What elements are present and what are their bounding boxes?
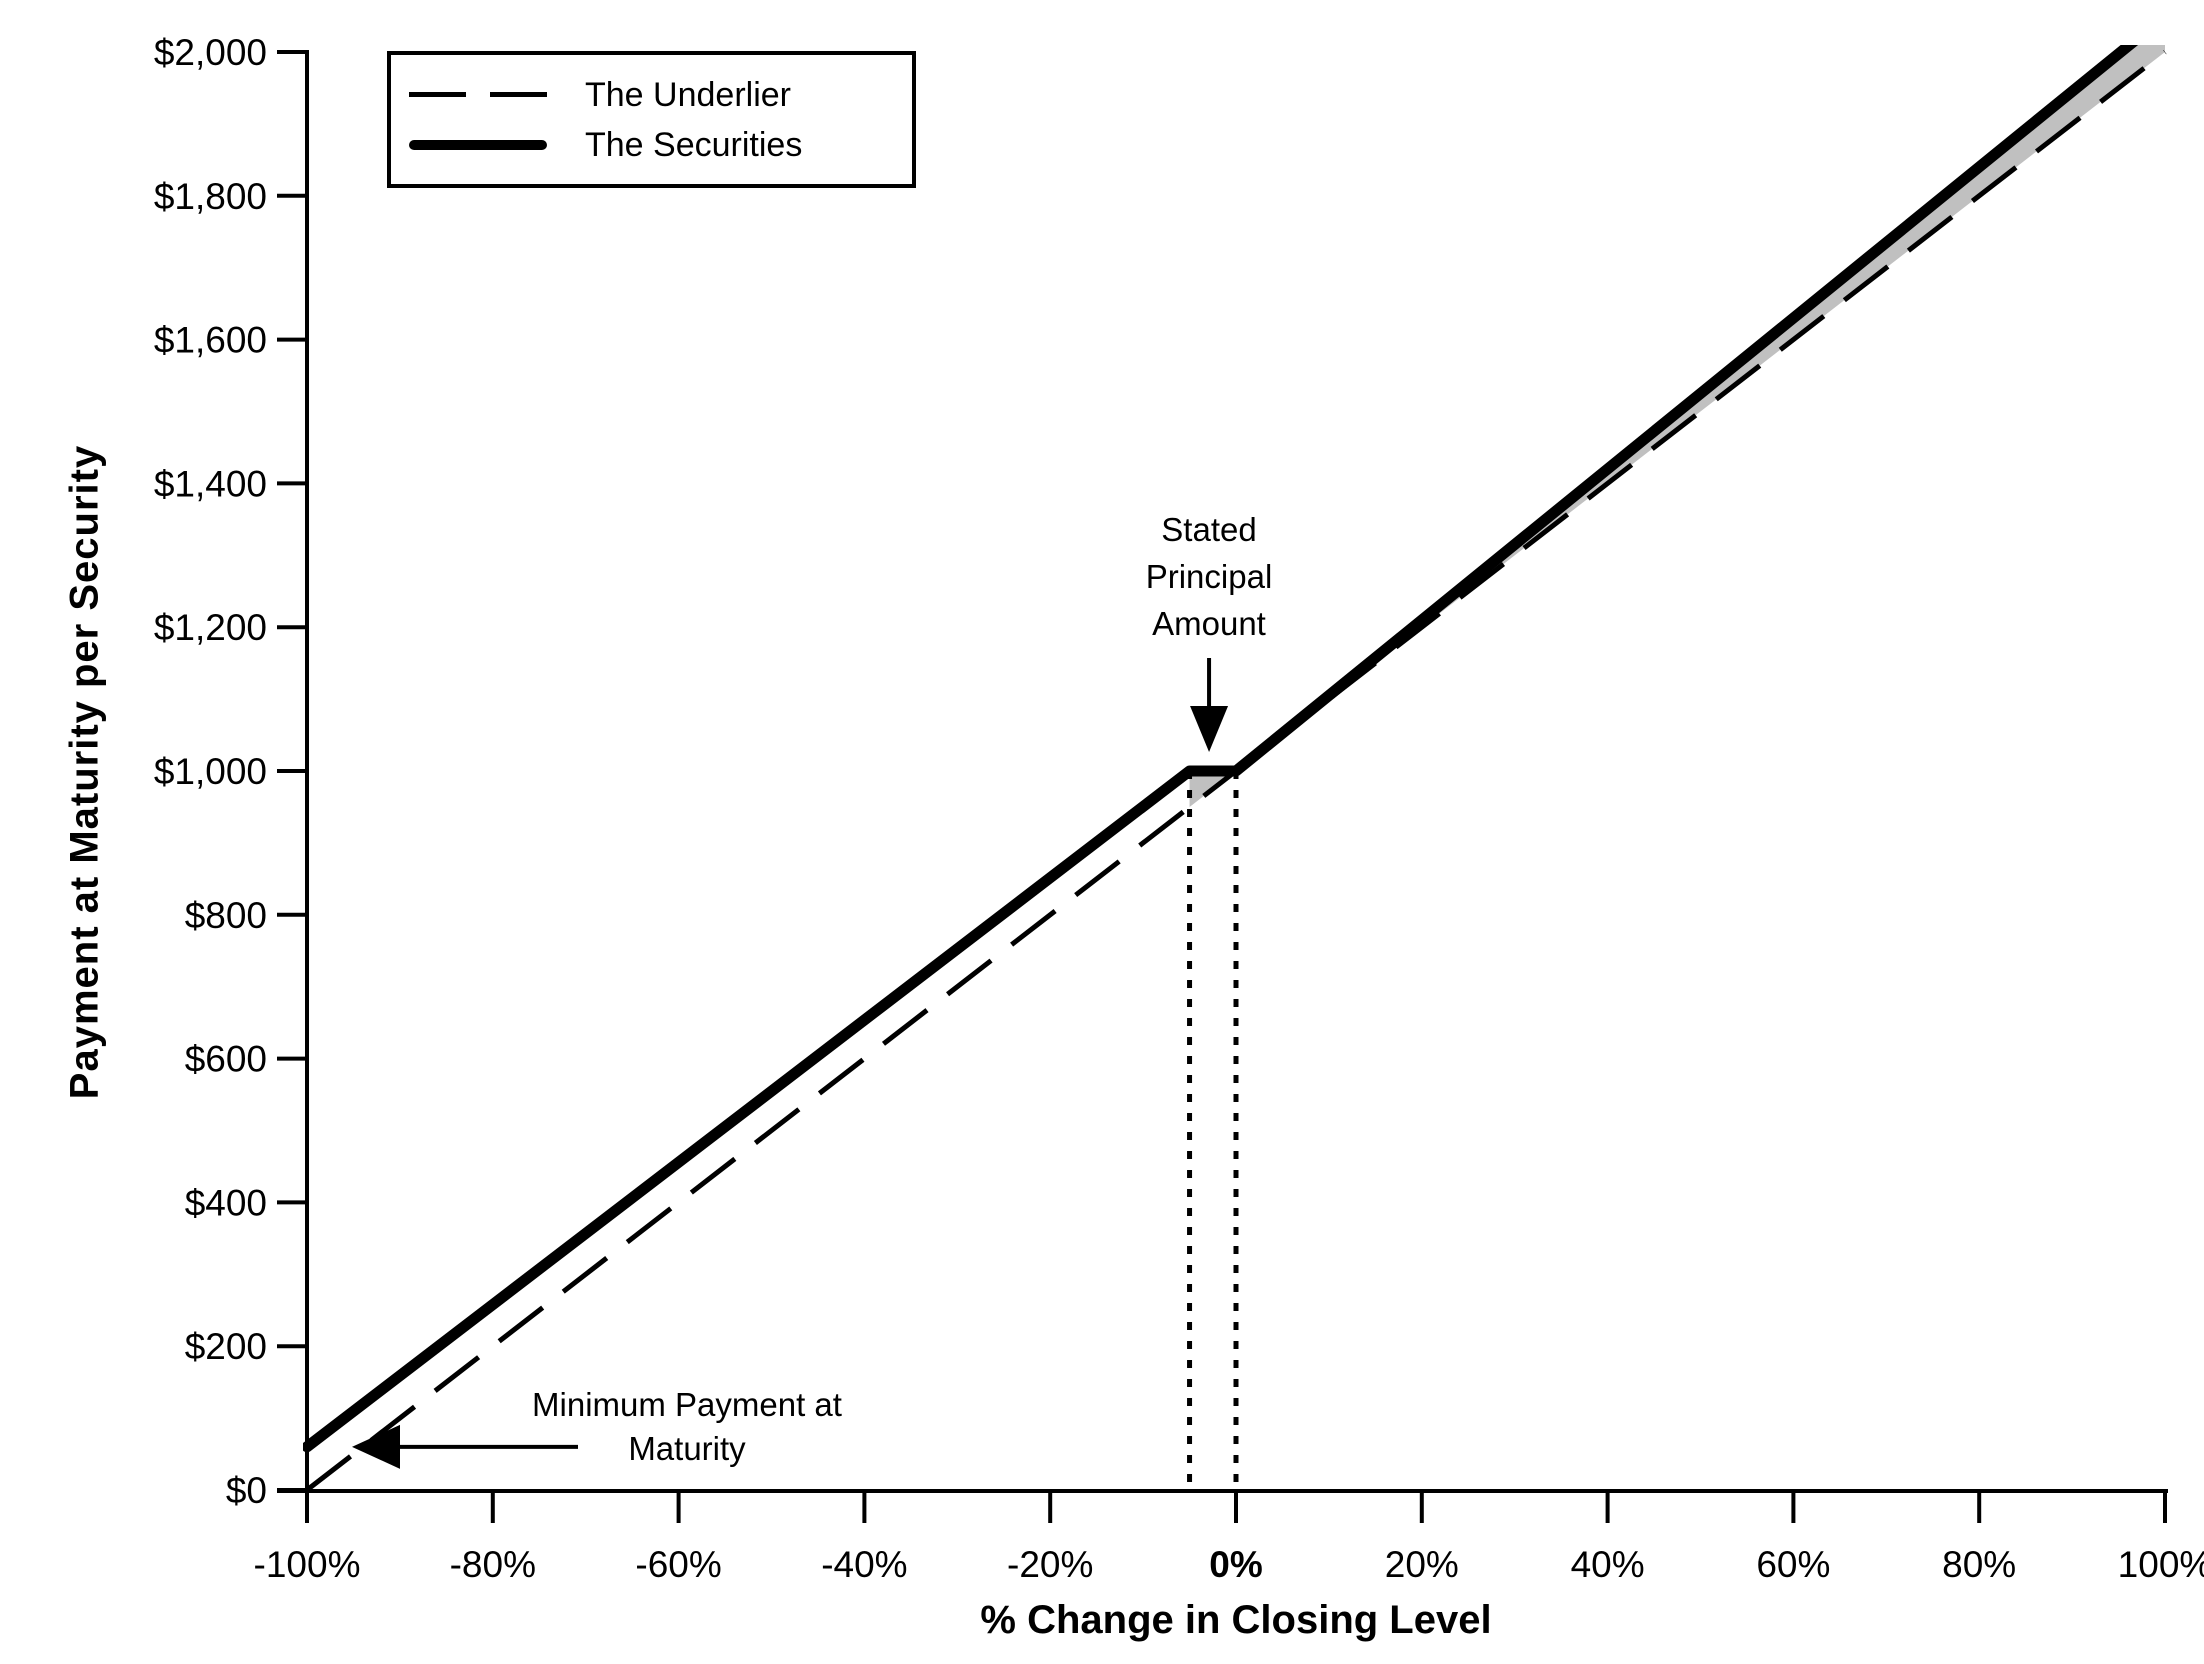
y-tick-label: $600 — [185, 1039, 267, 1080]
y-tick-label: $800 — [185, 895, 267, 936]
legend: The Underlier The Securities — [387, 51, 916, 188]
x-tick-label: 0% — [1209, 1544, 1262, 1585]
legend-row-underlier: The Underlier — [391, 77, 912, 113]
y-tick-label: $1,000 — [154, 751, 267, 792]
x-tick-label: 100% — [2118, 1544, 2204, 1585]
minimum-payment-arrowhead — [352, 1424, 400, 1469]
x-tick-label: 60% — [1756, 1544, 1830, 1585]
y-tick-label: $1,400 — [154, 463, 267, 504]
legend-label-securities: The Securities — [585, 125, 803, 164]
underlier-dashed-line-swatch — [409, 92, 547, 97]
x-axis-title: % Change in Closing Level — [980, 1598, 1492, 1642]
y-axis-title: Payment at Maturity per Security — [62, 444, 107, 1100]
x-tick-label: 20% — [1385, 1544, 1459, 1585]
x-tick-label: 80% — [1942, 1544, 2016, 1585]
stated-principal-line3: Amount — [1152, 605, 1266, 642]
y-tick-label: $400 — [185, 1182, 267, 1223]
stated-principal-arrowhead — [1190, 706, 1229, 752]
minimum-payment-line1: Minimum Payment at — [532, 1386, 842, 1423]
minimum-payment-line2: Maturity — [628, 1430, 746, 1467]
x-tick-label: -80% — [450, 1544, 536, 1585]
securities-solid-line-swatch — [409, 139, 547, 150]
legend-row-securities: The Securities — [391, 127, 912, 163]
x-tick-label: -60% — [635, 1544, 721, 1585]
y-tick-label: $200 — [185, 1326, 267, 1367]
y-tick-label: $2,000 — [154, 32, 267, 73]
minimum-payment-annotation: Minimum Payment at Maturity — [532, 1383, 842, 1471]
x-tick-label: -100% — [254, 1544, 361, 1585]
securities-line — [303, 45, 2139, 1453]
y-tick-label: $1,200 — [154, 607, 267, 648]
x-tick-label: -20% — [1007, 1544, 1093, 1585]
y-tick-label: $1,600 — [154, 320, 267, 361]
y-tick-label: $0 — [226, 1470, 267, 1511]
stated-principal-line1: Stated — [1161, 511, 1257, 548]
x-tick-label: 40% — [1571, 1544, 1645, 1585]
y-tick-label: $1,800 — [154, 176, 267, 217]
stated-principal-line2: Principal — [1145, 558, 1273, 595]
stated-principal-annotation: Stated Principal Amount — [1146, 506, 1273, 647]
legend-label-underlier: The Underlier — [585, 75, 791, 114]
x-tick-label: -40% — [821, 1544, 907, 1585]
